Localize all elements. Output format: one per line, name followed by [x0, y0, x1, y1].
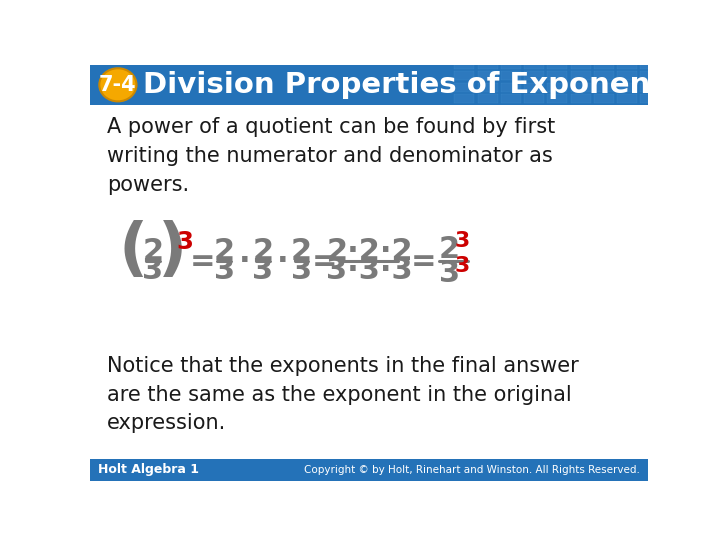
Text: 2: 2: [291, 237, 312, 266]
FancyBboxPatch shape: [524, 94, 544, 103]
Text: ·: ·: [277, 247, 289, 275]
FancyBboxPatch shape: [454, 71, 474, 80]
Text: =: =: [411, 247, 437, 275]
Text: 3: 3: [177, 230, 194, 254]
Text: =: =: [312, 247, 338, 275]
Text: 3: 3: [252, 256, 274, 286]
Text: 7-4: 7-4: [99, 75, 137, 95]
FancyBboxPatch shape: [500, 59, 521, 69]
FancyBboxPatch shape: [617, 94, 637, 103]
Text: 2·2·2: 2·2·2: [326, 237, 413, 266]
Text: 3: 3: [214, 256, 235, 286]
Text: =: =: [189, 247, 215, 275]
Text: 3·3·3: 3·3·3: [326, 256, 413, 286]
FancyBboxPatch shape: [524, 59, 544, 69]
FancyBboxPatch shape: [617, 83, 637, 92]
Text: 3: 3: [143, 256, 163, 286]
FancyBboxPatch shape: [547, 71, 567, 80]
Text: 3: 3: [291, 256, 312, 286]
FancyBboxPatch shape: [500, 83, 521, 92]
Text: 2: 2: [252, 237, 274, 266]
Text: 2: 2: [439, 234, 460, 264]
FancyBboxPatch shape: [477, 94, 498, 103]
Text: ): ): [158, 220, 187, 282]
FancyBboxPatch shape: [500, 71, 521, 80]
FancyBboxPatch shape: [617, 71, 637, 80]
FancyBboxPatch shape: [640, 59, 660, 69]
FancyBboxPatch shape: [547, 59, 567, 69]
FancyBboxPatch shape: [594, 83, 614, 92]
FancyBboxPatch shape: [617, 59, 637, 69]
FancyBboxPatch shape: [90, 459, 648, 481]
FancyBboxPatch shape: [594, 94, 614, 103]
FancyBboxPatch shape: [640, 71, 660, 80]
FancyBboxPatch shape: [547, 83, 567, 92]
FancyBboxPatch shape: [594, 71, 614, 80]
Ellipse shape: [99, 68, 137, 102]
FancyBboxPatch shape: [500, 94, 521, 103]
FancyBboxPatch shape: [454, 94, 474, 103]
FancyBboxPatch shape: [454, 59, 474, 69]
FancyBboxPatch shape: [594, 59, 614, 69]
Text: 3: 3: [454, 255, 469, 275]
Text: A power of a quotient can be found by first
writing the numerator and denominato: A power of a quotient can be found by fi…: [107, 117, 555, 195]
Text: 3: 3: [454, 231, 469, 251]
Text: Notice that the exponents in the final answer
are the same as the exponent in th: Notice that the exponents in the final a…: [107, 356, 579, 434]
FancyBboxPatch shape: [570, 71, 590, 80]
FancyBboxPatch shape: [477, 59, 498, 69]
Text: 3: 3: [439, 259, 460, 288]
FancyBboxPatch shape: [90, 65, 648, 105]
FancyBboxPatch shape: [477, 71, 498, 80]
FancyBboxPatch shape: [524, 83, 544, 92]
FancyBboxPatch shape: [570, 83, 590, 92]
FancyBboxPatch shape: [547, 94, 567, 103]
Text: 2: 2: [143, 237, 163, 266]
Text: Copyright © by Holt, Rinehart and Winston. All Rights Reserved.: Copyright © by Holt, Rinehart and Winsto…: [305, 465, 640, 475]
Text: Division Properties of Exponents: Division Properties of Exponents: [143, 71, 681, 99]
FancyBboxPatch shape: [640, 83, 660, 92]
Text: ·: ·: [238, 247, 250, 275]
Text: (: (: [118, 220, 148, 282]
FancyBboxPatch shape: [570, 94, 590, 103]
FancyBboxPatch shape: [524, 71, 544, 80]
FancyBboxPatch shape: [454, 83, 474, 92]
FancyBboxPatch shape: [570, 59, 590, 69]
Text: 2: 2: [214, 237, 235, 266]
Text: Holt Algebra 1: Holt Algebra 1: [98, 463, 199, 476]
FancyBboxPatch shape: [640, 94, 660, 103]
FancyBboxPatch shape: [477, 83, 498, 92]
